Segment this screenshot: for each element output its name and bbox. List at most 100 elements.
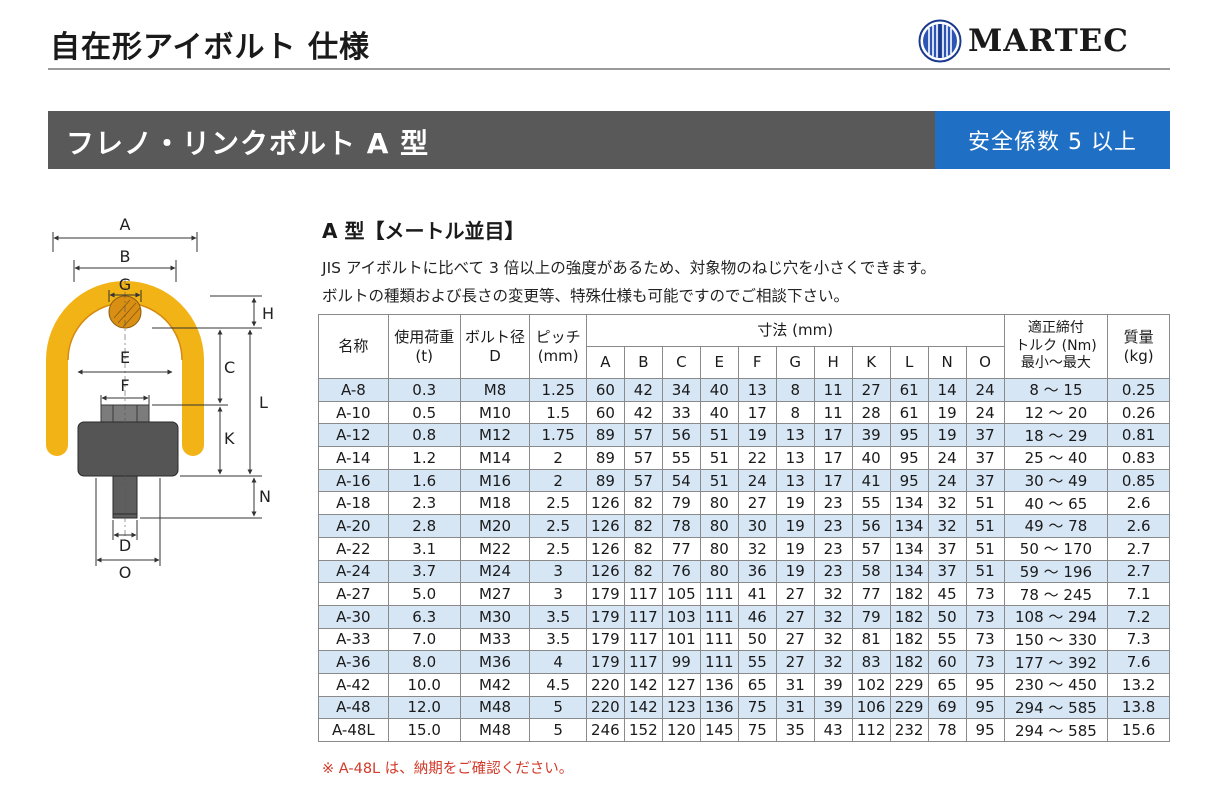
table-cell: A-36 bbox=[318, 650, 389, 674]
table-cell: 13 bbox=[775, 423, 815, 448]
table-cell: 22 bbox=[737, 446, 777, 470]
title-divider bbox=[48, 68, 1170, 70]
table-cell: 3.1 bbox=[387, 536, 461, 561]
table-cell: M24 bbox=[459, 559, 531, 584]
table-cell: A-16 bbox=[318, 468, 389, 493]
table-cell: 8 〜 15 bbox=[1003, 378, 1109, 402]
table-cell: 89 bbox=[585, 468, 625, 493]
dim-label-k: K bbox=[224, 429, 235, 448]
table-cell: 2.6 bbox=[1107, 514, 1170, 538]
header-dim-b: B bbox=[623, 346, 663, 379]
table-cell: 15.6 bbox=[1107, 718, 1170, 742]
table-cell: A-33 bbox=[318, 627, 389, 652]
table-cell: 51 bbox=[699, 468, 739, 493]
table-cell: 23 bbox=[813, 514, 853, 538]
table-cell: 0.3 bbox=[387, 378, 461, 402]
table-cell: 33 bbox=[661, 400, 701, 425]
table-cell: 246 bbox=[585, 718, 625, 742]
table-cell: 1.2 bbox=[387, 446, 461, 470]
table-cell: 134 bbox=[889, 559, 929, 584]
table-cell: 8 bbox=[775, 378, 815, 402]
table-cell: 41 bbox=[737, 582, 777, 606]
table-cell: 12.0 bbox=[387, 695, 461, 720]
table-cell: 19 bbox=[775, 514, 815, 538]
header-dim-g: G bbox=[775, 346, 815, 379]
table-cell: M8 bbox=[459, 378, 531, 402]
table-cell: 37 bbox=[965, 468, 1005, 493]
table-cell: 182 bbox=[889, 582, 929, 606]
table-cell: 3 bbox=[529, 582, 587, 606]
header-dim-c: C bbox=[661, 346, 701, 379]
table-cell: 78 bbox=[927, 718, 967, 742]
table-cell: 145 bbox=[699, 718, 739, 742]
table-cell: 83 bbox=[851, 650, 891, 674]
table-cell: 13.8 bbox=[1107, 695, 1170, 720]
table-cell: M20 bbox=[459, 514, 531, 538]
table-cell: 75 bbox=[737, 718, 777, 742]
table-cell: 294 〜 585 bbox=[1003, 695, 1109, 720]
dim-label-c: C bbox=[224, 358, 235, 377]
dim-label-d: D bbox=[119, 536, 131, 555]
table-cell: 4 bbox=[529, 650, 587, 674]
table-cell: A-10 bbox=[318, 400, 389, 425]
table-cell: 95 bbox=[965, 718, 1005, 742]
table-cell: 14 bbox=[927, 378, 967, 402]
table-cell: 117 bbox=[623, 650, 663, 674]
table-cell: 95 bbox=[889, 468, 929, 493]
table-cell: A-14 bbox=[318, 446, 389, 470]
description-line-2: ボルトの種類および長さの変更等、特殊仕様も可能ですのでご相談下さい。 bbox=[322, 287, 850, 305]
table-row: A-8 0.3 M8 1.25 60 42 34 40 13 8 11 27 61 14 24 8 〜 15 0… bbox=[318, 378, 1170, 402]
table-cell: A-20 bbox=[318, 514, 389, 538]
header-dimensions: 寸法 (mm) bbox=[585, 314, 1005, 347]
description-line-1: JIS アイボルトに比べて 3 倍以上の強度があるため、対象物のねじ穴を小さくで… bbox=[322, 259, 936, 277]
table-cell: 32 bbox=[737, 536, 777, 561]
table-cell: 42 bbox=[623, 378, 663, 402]
table-cell: 42 bbox=[623, 400, 663, 425]
header-dim-o: O bbox=[965, 346, 1005, 379]
table-cell: 79 bbox=[851, 604, 891, 629]
header-dim-h: H bbox=[813, 346, 853, 379]
table-cell: 24 bbox=[965, 400, 1005, 425]
table-row: A-16 1.6 M16 2 89 57 54 51 24 13 17 41 95 24 37 30 〜 49… bbox=[318, 468, 1170, 493]
table-cell: 41 bbox=[851, 468, 891, 493]
table-cell: 99 bbox=[661, 650, 701, 674]
table-cell: 24 bbox=[927, 468, 967, 493]
dim-label-b: B bbox=[120, 247, 131, 266]
footnote: ※ A-48L は、納期をご確認ください。 bbox=[322, 761, 574, 777]
table-cell: 77 bbox=[851, 582, 891, 606]
table-cell: 0.25 bbox=[1107, 378, 1170, 402]
table-cell: 51 bbox=[965, 559, 1005, 584]
table-cell: 32 bbox=[927, 514, 967, 538]
table-cell: 57 bbox=[623, 468, 663, 493]
dim-label-l: L bbox=[259, 393, 268, 412]
table-cell: 82 bbox=[623, 536, 663, 561]
header-mass: 質量 (kg) bbox=[1107, 314, 1170, 379]
table-cell: 24 bbox=[927, 446, 967, 470]
table-cell: 37 bbox=[965, 423, 1005, 448]
table-cell: 30 〜 49 bbox=[1003, 468, 1109, 493]
table-cell: 57 bbox=[851, 536, 891, 561]
table-cell: 37 bbox=[927, 559, 967, 584]
table-cell: 17 bbox=[813, 423, 853, 448]
table-cell: 152 bbox=[623, 718, 663, 742]
table-cell: 17 bbox=[813, 468, 853, 493]
table-cell: 69 bbox=[927, 695, 967, 720]
table-cell: A-27 bbox=[318, 582, 389, 606]
brand: MARTEC bbox=[918, 18, 1129, 64]
table-cell: 73 bbox=[965, 582, 1005, 606]
table-cell: 51 bbox=[699, 446, 739, 470]
table-cell: 65 bbox=[927, 672, 967, 697]
table-cell: 7.3 bbox=[1107, 627, 1170, 652]
header-dim-k: K bbox=[851, 346, 891, 379]
table-cell: 123 bbox=[661, 695, 701, 720]
table-cell: 35 bbox=[775, 718, 815, 742]
table-cell: 73 bbox=[965, 604, 1005, 629]
spec-table: 名称 使用荷重 (t) ボルト径 D ピッチ (mm) 寸法 (mm) 適正締付 トルク… bbox=[318, 314, 1170, 742]
table-row: A-30 6.3 M30 3.5 179 117 103 111 46 27 32 79 182 50 73… bbox=[318, 604, 1170, 629]
bolt-body bbox=[77, 421, 179, 477]
table-cell: 95 bbox=[889, 423, 929, 448]
table-cell: 80 bbox=[699, 514, 739, 538]
table-row: A-27 5.0 M27 3 179 117 105 111 41 27 32 77 182 45 73 78… bbox=[318, 582, 1170, 606]
table-cell: 40 bbox=[699, 378, 739, 402]
table-cell: 27 bbox=[775, 604, 815, 629]
